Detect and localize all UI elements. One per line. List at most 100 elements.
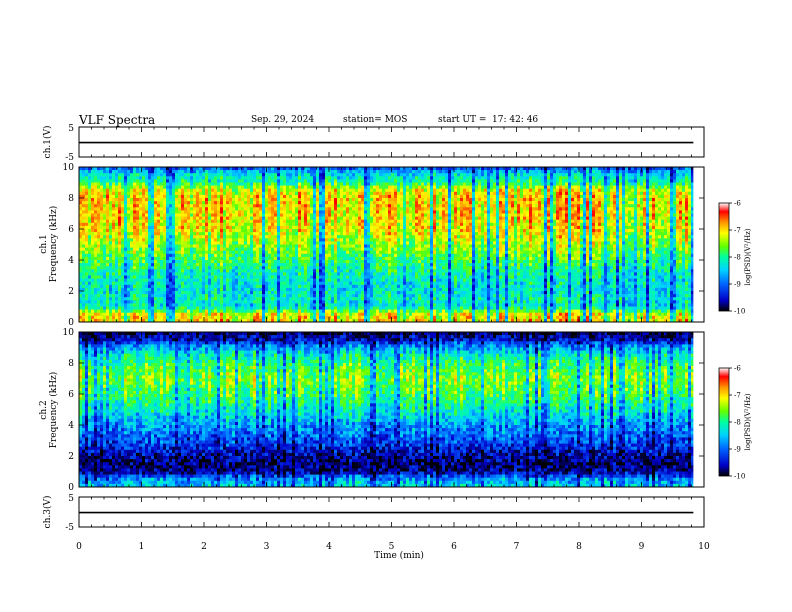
spectrogram-cell (343, 192, 346, 195)
spectrogram-cell (172, 260, 175, 263)
spectrogram-cell (370, 198, 373, 201)
spectrogram-cell (358, 294, 361, 297)
spectrogram-cell (223, 210, 226, 213)
spectrogram-cell (124, 220, 127, 223)
spectrogram-cell (100, 303, 103, 306)
spectrogram-cell (247, 248, 250, 251)
spectrogram-cell (247, 241, 250, 244)
spectrogram-cell (274, 217, 277, 220)
spectrogram-cell (349, 223, 352, 226)
spectrogram-cell (160, 176, 163, 179)
vlf-spectra-figure: 5 -5 ch.1(V) 0246810 ch.1 Frequency (kHz… (0, 0, 792, 612)
spectrogram-cell (136, 276, 139, 279)
spectrogram-cell (247, 282, 250, 285)
spectrogram-cell (280, 173, 283, 176)
spectrogram-cell (145, 282, 148, 285)
spectrogram-cell (331, 238, 334, 241)
spectrogram-cell (259, 300, 262, 303)
spectrogram-cell (346, 173, 349, 176)
spectrogram-cell (370, 192, 373, 195)
spectrogram-cell (367, 217, 370, 220)
spectrogram-cell (268, 204, 271, 207)
spectrogram-cell (205, 229, 208, 232)
spectrogram-cell (271, 189, 274, 192)
spectrogram-cell (322, 313, 325, 316)
spectrogram-cell (118, 223, 121, 226)
spectrogram-cell (295, 220, 298, 223)
spectrogram-cell (214, 226, 217, 229)
spectrogram-cell (190, 285, 193, 288)
spectrogram-cell (172, 291, 175, 294)
spectrogram-cell (223, 204, 226, 207)
spectrogram-cell (313, 210, 316, 213)
spectrogram-cell (175, 279, 178, 282)
spectrogram-cell (292, 282, 295, 285)
spectrogram-cell (280, 192, 283, 195)
spectrogram-cell (241, 282, 244, 285)
spectrogram-cell (256, 269, 259, 272)
spectrogram-cell (250, 167, 253, 170)
spectrogram-cell (337, 303, 340, 306)
spectrogram-cell (235, 220, 238, 223)
spectrogram-cell (304, 207, 307, 210)
spectrogram-cell (91, 186, 94, 189)
spectrogram-cell (253, 238, 256, 241)
spectrogram-cell (310, 195, 313, 198)
spectrogram-cell (238, 313, 241, 316)
spectrogram-cell (220, 223, 223, 226)
spectrogram-cell (247, 179, 250, 182)
spectrogram-cell (166, 204, 169, 207)
spectrogram-cell (220, 186, 223, 189)
spectrogram-cell (208, 260, 211, 263)
spectrogram-cell (304, 223, 307, 226)
spectrogram-cell (115, 220, 118, 223)
spectrogram-cell (181, 195, 184, 198)
spectrogram-cell (85, 186, 88, 189)
spectrogram-cell (121, 313, 124, 316)
spectrogram-cell (229, 195, 232, 198)
spectrogram-cell (85, 294, 88, 297)
spectrogram-cell (115, 282, 118, 285)
spectrogram-cell (364, 294, 367, 297)
spectrogram-cell (340, 183, 343, 186)
spectrogram-cell (343, 310, 346, 313)
spectrogram-cell (172, 198, 175, 201)
spectrogram-cell (232, 241, 235, 244)
spectrogram-cell (172, 167, 175, 170)
spectrogram-cell (349, 170, 352, 173)
spectrogram-cell (103, 192, 106, 195)
spectrogram-cell (274, 186, 277, 189)
spectrogram-cell (121, 257, 124, 260)
spectrogram-cell (367, 201, 370, 204)
spectrogram-cell (292, 229, 295, 232)
spectrogram-cell (193, 198, 196, 201)
spectrogram-cell (160, 285, 163, 288)
spectrogram-cell (355, 229, 358, 232)
spectrogram-cell (331, 263, 334, 266)
spectrogram-cell (181, 204, 184, 207)
spectrogram-cell (196, 229, 199, 232)
spectrogram-cell (211, 214, 214, 217)
spectrogram-cell (256, 201, 259, 204)
spectrogram-cell (166, 310, 169, 313)
spectrogram-cell (271, 251, 274, 254)
spectrogram-cell (265, 257, 268, 260)
spectrogram-cell (328, 207, 331, 210)
spectrogram-cell (100, 229, 103, 232)
spectrogram-cell (286, 291, 289, 294)
spectrogram-cell (238, 291, 241, 294)
spectrogram-cell (130, 201, 133, 204)
spectrogram-cell (277, 291, 280, 294)
spectrogram-cell (229, 192, 232, 195)
spectrogram-cell (352, 254, 355, 257)
spectrogram-cell (220, 176, 223, 179)
spectrogram-cell (247, 223, 250, 226)
spectrogram-cell (163, 217, 166, 220)
spectrogram-cell (124, 245, 127, 248)
spectrogram-cell (241, 229, 244, 232)
spectrogram-cell (280, 279, 283, 282)
spectrogram-cell (85, 266, 88, 269)
spectrogram-cell (214, 316, 217, 319)
spectrogram-cell (187, 241, 190, 244)
spectrogram-cell (235, 201, 238, 204)
